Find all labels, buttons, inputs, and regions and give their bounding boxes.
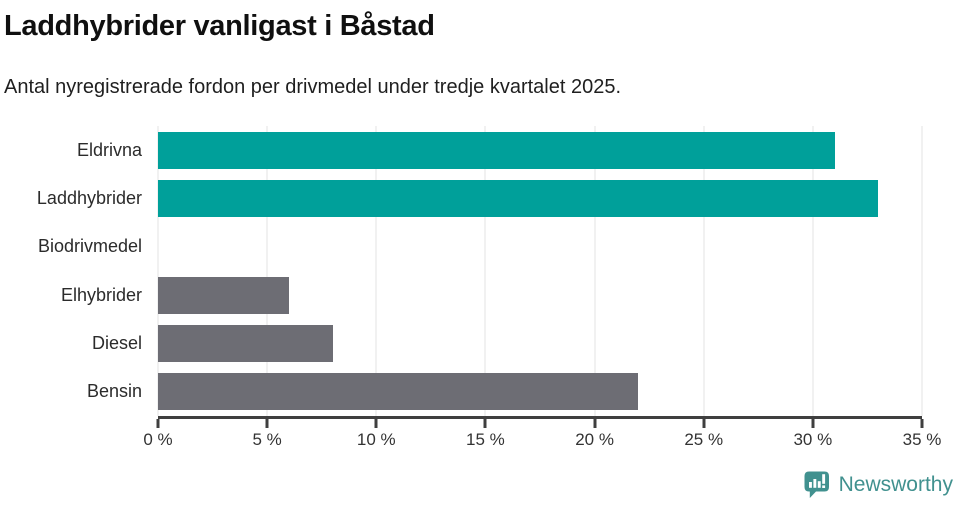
category-label-laddhybrider: Laddhybrider [36, 187, 142, 208]
gridline [812, 126, 814, 416]
bar-diesel [158, 324, 333, 362]
newsworthy-logo-text: Newsworthy [838, 473, 953, 496]
category-label-eldrivna: Eldrivna [76, 139, 142, 160]
category-label-biodrivmedel: Biodrivmedel [37, 236, 142, 257]
chart-title: Laddhybrider vanligast i Båstad [4, 10, 435, 42]
bar-row-biodrivmedel [158, 223, 922, 271]
bar-row-elhybrider [158, 271, 922, 319]
x-axis-tick [156, 419, 160, 428]
bar-row-bensin [158, 368, 922, 416]
x-axis-tick [702, 419, 706, 428]
plot [157, 126, 923, 416]
x-axis-tick-labels: 0 % 5 % 10 % 15 % 20 % 25 % 30 % 35 % [143, 430, 941, 454]
newsworthy-logo-icon [804, 471, 829, 498]
bar-laddhybrider [158, 179, 879, 217]
bar-row-eldrivna [158, 126, 922, 174]
x-axis-tick-label: 5 % [252, 430, 282, 449]
bar-row-diesel [158, 319, 922, 367]
gridline [921, 126, 923, 416]
gridline [484, 126, 486, 416]
gridline [375, 126, 377, 416]
gridline [157, 126, 159, 416]
category-label-bensin: Bensin [86, 381, 142, 402]
x-axis-tick-label: 35 % [902, 430, 942, 449]
x-axis-tick [265, 419, 269, 428]
gridline [594, 126, 596, 416]
x-axis-tick-label: 20 % [575, 430, 614, 449]
bar-chart: Eldrivna Laddhybrider Biodrivmedel Elhybrid… [4, 126, 941, 449]
x-axis-tick [811, 419, 815, 428]
x-axis-tick [593, 419, 597, 428]
chart-subtitle: Antal nyregistrerade fordon per drivmede… [4, 76, 622, 98]
x-axis [156, 416, 924, 428]
gridline [266, 126, 268, 416]
y-axis-labels: Eldrivna Laddhybrider Biodrivmedel Elhybrid… [4, 126, 142, 416]
x-axis-tick-label: 10 % [356, 430, 396, 449]
x-axis-tick [920, 419, 924, 428]
x-axis-tick-label: 30 % [793, 430, 833, 449]
category-label-diesel: Diesel [91, 332, 142, 353]
category-label-elhybrider: Elhybrider [60, 284, 142, 305]
bar-elhybrider [158, 276, 289, 314]
bar-row-laddhybrider [158, 174, 922, 222]
bar-bensin [158, 373, 639, 411]
x-axis-tick-label: 15 % [466, 430, 505, 449]
x-axis-tick-label: 0 % [143, 430, 173, 449]
gridline [703, 126, 705, 416]
footer: Newsworthy [803, 470, 953, 500]
x-axis-tick [483, 419, 487, 428]
bar-eldrivna [158, 131, 835, 169]
x-axis-tick-label: 25 % [684, 430, 724, 449]
plot-area: 0 % 5 % 10 % 15 % 20 % 25 % 30 % 35 % [143, 126, 941, 449]
x-axis-tick [374, 419, 378, 428]
